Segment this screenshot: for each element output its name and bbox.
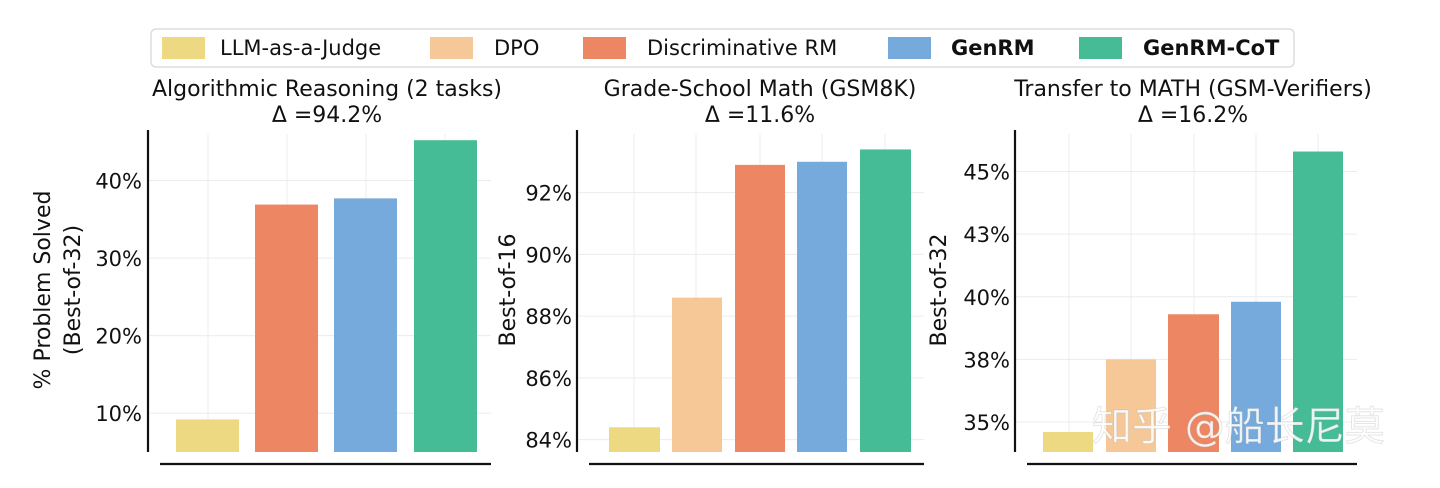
legend: LLM-as-a-Judge DPO Discriminative RM GenRM G… xyxy=(151,29,1294,67)
y-axis-label-2: Best-of-32 xyxy=(927,234,952,347)
bar-0-4 xyxy=(414,140,477,452)
bar-1-0 xyxy=(609,427,660,452)
legend-swatch-0 xyxy=(162,37,205,59)
legend-swatch-1 xyxy=(430,37,473,59)
bar-2-0 xyxy=(1043,432,1093,452)
y-tick-label-1-0: 84% xyxy=(525,429,572,453)
bar-0-2 xyxy=(255,205,318,452)
panel-title-0: Algorithmic Reasoning (2 tasks) xyxy=(152,77,502,102)
y-axis-label-0-0: % Problem Solved xyxy=(31,191,56,390)
figure: LLM-as-a-Judge DPO Discriminative RM GenRM G… xyxy=(0,0,1440,484)
chart-panel-0: 10% 20% 30% 40% Algorithmic Reasoning (2 tas… xyxy=(31,77,502,464)
legend-swatch-2 xyxy=(583,37,626,59)
y-tick-label-0-0: 10% xyxy=(95,402,142,426)
panel-subtitle-1: Δ =11.6% xyxy=(705,103,815,128)
legend-label-4: GenRM-CoT xyxy=(1143,36,1280,60)
legend-swatch-4 xyxy=(1079,37,1122,59)
y-tick-label-1-4: 92% xyxy=(525,182,572,206)
y-tick-label-1-1: 86% xyxy=(525,367,572,391)
chart-panel-1: 84% 86% 88% 90% 92% Grade-School Math (GSM8K)… xyxy=(496,77,924,464)
panel-subtitle-2: Δ =16.2% xyxy=(1138,103,1248,128)
bar-1-4 xyxy=(860,149,911,452)
y-tick-label-0-3: 40% xyxy=(95,170,142,194)
watermark-text: 知乎 @船长尼莫 xyxy=(1092,404,1385,450)
bar-1-3 xyxy=(797,162,847,452)
bar-1-2 xyxy=(735,165,785,452)
y-tick-label-2-0: 35% xyxy=(963,411,1010,435)
panel-title-1: Grade-School Math (GSM8K) xyxy=(604,77,917,102)
bar-0-0 xyxy=(176,419,239,452)
legend-label-3: GenRM xyxy=(951,36,1035,60)
chart-svg: LLM-as-a-Judge DPO Discriminative RM GenRM G… xyxy=(0,0,1440,484)
y-tick-label-2-4: 45% xyxy=(963,161,1010,185)
y-tick-label-2-3: 43% xyxy=(963,223,1010,247)
y-tick-label-0-1: 20% xyxy=(95,325,142,349)
y-axis-label-1: Best-of-16 xyxy=(496,234,521,347)
legend-label-1: DPO xyxy=(494,36,539,60)
bar-0-3 xyxy=(334,198,397,452)
y-tick-label-2-1: 38% xyxy=(963,348,1010,372)
y-tick-label-0-2: 30% xyxy=(95,247,142,271)
y-tick-label-2-2: 40% xyxy=(963,286,1010,310)
y-tick-label-1-3: 90% xyxy=(525,243,572,267)
bar-1-1 xyxy=(672,298,722,452)
panel-subtitle-0: Δ =94.2% xyxy=(272,103,382,128)
legend-label-2: Discriminative RM xyxy=(647,36,837,60)
legend-label-0: LLM-as-a-Judge xyxy=(220,36,381,60)
y-axis-label-0-1: (Best-of-32) xyxy=(61,225,86,355)
panel-title-2: Transfer to MATH (GSM-Verifiers) xyxy=(1013,77,1372,102)
legend-swatch-3 xyxy=(888,37,931,59)
y-tick-label-1-2: 88% xyxy=(525,305,572,329)
